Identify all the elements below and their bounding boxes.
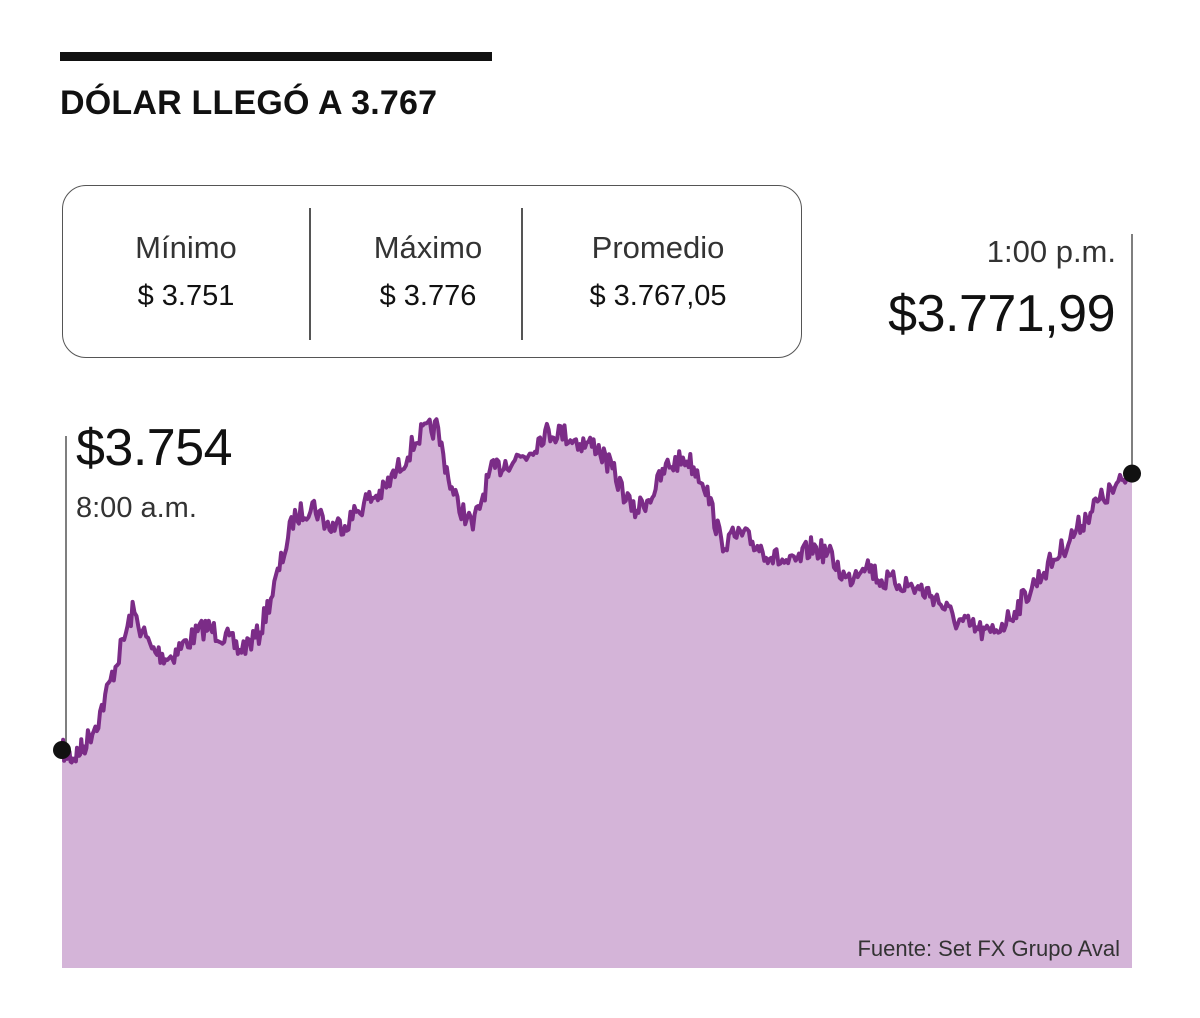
- end-point-marker: [1123, 464, 1141, 483]
- stat-minimum: Mínimo $ 3.751: [121, 230, 251, 313]
- stat-minimum-label: Mínimo: [135, 230, 237, 265]
- stat-maximum-label: Máximo: [373, 230, 483, 265]
- stat-average-label: Promedio: [591, 230, 725, 265]
- chart-title: DÓLAR LLEGÓ A 3.767: [60, 84, 438, 122]
- stat-maximum-value: $ 3.776: [379, 280, 477, 312]
- stat-average: Promedio $ 3.767,05: [563, 230, 753, 313]
- stat-maximum: Máximo $ 3.776: [343, 230, 513, 313]
- start-value-label: $3.754: [76, 419, 233, 477]
- end-time-label: 1:00 p.m.: [986, 234, 1116, 269]
- source-note: Fuente: Set FX Grupo Aval: [857, 936, 1120, 961]
- stat-average-value: $ 3.767,05: [589, 280, 727, 312]
- stats-divider: [521, 208, 523, 340]
- top-rule: [60, 52, 492, 61]
- stats-box: Mínimo $ 3.751 Máximo $ 3.776 Promedio $…: [62, 185, 802, 358]
- start-point-marker: [53, 741, 71, 759]
- series-line: [60, 417, 1133, 765]
- stat-minimum-value: $ 3.751: [137, 280, 235, 312]
- area-fill: [62, 419, 1132, 968]
- start-time-label: 8:00 a.m.: [76, 492, 197, 524]
- end-value-label: $3.771,99: [888, 285, 1115, 343]
- stats-divider: [309, 208, 311, 340]
